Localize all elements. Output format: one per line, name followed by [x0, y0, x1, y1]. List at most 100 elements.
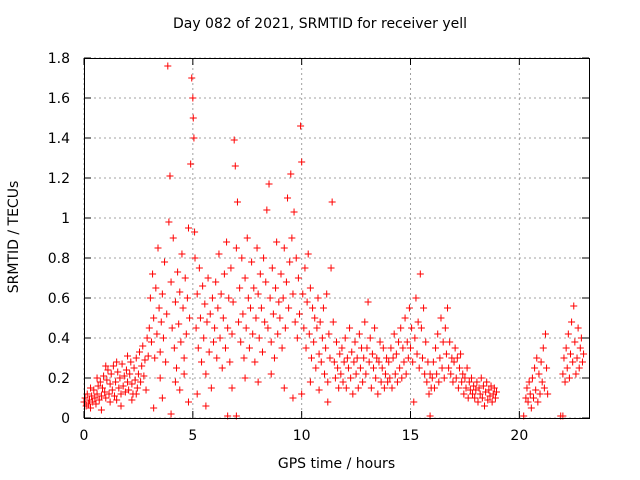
data-point	[355, 330, 363, 338]
data-point	[92, 400, 100, 408]
data-point	[349, 390, 357, 398]
data-point	[372, 374, 380, 382]
data-point	[231, 162, 239, 170]
data-point	[178, 250, 186, 258]
data-point	[399, 344, 407, 352]
data-point	[465, 378, 473, 386]
data-point	[104, 366, 112, 374]
data-point	[528, 374, 536, 382]
data-point	[353, 354, 361, 362]
data-point	[346, 324, 354, 332]
data-point	[559, 370, 567, 378]
data-point	[444, 304, 452, 312]
data-point	[298, 158, 306, 166]
data-point	[568, 318, 576, 326]
data-point	[184, 224, 192, 232]
data-point	[290, 208, 298, 216]
data-point	[454, 384, 462, 392]
data-point	[106, 380, 114, 388]
data-point	[570, 302, 578, 310]
data-point	[87, 384, 95, 392]
data-point	[284, 194, 292, 202]
data-point	[522, 394, 530, 402]
data-point	[450, 358, 458, 366]
data-point	[193, 390, 201, 398]
data-point	[122, 366, 130, 374]
grid-lines	[83, 57, 589, 419]
data-point	[328, 198, 336, 206]
data-point	[367, 384, 375, 392]
data-point	[280, 384, 288, 392]
data-point	[402, 370, 410, 378]
data-point	[125, 386, 133, 394]
data-point	[485, 386, 493, 394]
data-point	[266, 294, 274, 302]
data-point	[181, 274, 189, 282]
data-point	[541, 330, 549, 338]
data-point	[255, 334, 263, 342]
data-point	[211, 324, 219, 332]
data-point	[453, 354, 461, 362]
data-point	[385, 358, 393, 366]
data-point	[298, 390, 306, 398]
data-point	[474, 398, 482, 406]
data-point	[252, 314, 260, 322]
data-point	[194, 344, 202, 352]
data-point	[258, 348, 266, 356]
data-point	[272, 284, 280, 292]
data-point	[93, 374, 101, 382]
data-point	[117, 390, 125, 398]
data-point	[336, 350, 344, 358]
data-point	[97, 392, 105, 400]
data-point	[388, 384, 396, 392]
data-point	[416, 270, 424, 278]
data-point	[294, 274, 302, 282]
data-point	[167, 410, 175, 418]
data-point	[529, 394, 537, 402]
data-point	[312, 364, 320, 372]
data-point	[436, 354, 444, 362]
data-point	[543, 364, 551, 372]
data-point	[576, 344, 584, 352]
data-point	[198, 358, 206, 366]
data-point	[236, 284, 244, 292]
data-point	[397, 324, 405, 332]
data-point	[565, 374, 573, 382]
data-point	[378, 364, 386, 372]
y-tick-label: 1.6	[48, 91, 70, 107]
x-tick-label: 0	[80, 428, 89, 444]
data-point	[377, 378, 385, 386]
data-point	[163, 310, 171, 318]
data-point	[460, 390, 468, 398]
data-point	[94, 382, 102, 390]
axes: 0 0.2 0.4 0.6 0.8 1 1.2 1.4 1.6 1.8 0 5 10 15 20	[48, 51, 590, 444]
data-point	[430, 384, 438, 392]
data-points	[80, 62, 588, 420]
data-point	[461, 374, 469, 382]
data-point	[307, 354, 315, 362]
data-point	[223, 238, 231, 246]
data-point	[562, 344, 570, 352]
data-point	[165, 218, 173, 226]
data-point	[350, 358, 358, 366]
data-point	[375, 358, 383, 366]
data-point	[425, 390, 433, 398]
data-point	[182, 330, 190, 338]
data-point	[230, 136, 238, 144]
data-point	[93, 390, 101, 398]
data-point	[462, 384, 470, 392]
data-point	[300, 324, 308, 332]
data-point	[527, 404, 535, 412]
data-point	[289, 394, 297, 402]
data-point	[227, 264, 235, 272]
data-point	[269, 310, 277, 318]
data-point	[470, 382, 478, 390]
data-point	[533, 354, 541, 362]
data-point	[87, 404, 95, 412]
data-point	[202, 370, 210, 378]
data-point	[171, 378, 179, 386]
y-tick-label: 0.6	[48, 291, 70, 307]
data-point	[471, 394, 479, 402]
data-point	[323, 290, 331, 298]
